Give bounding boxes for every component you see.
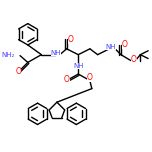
Text: NH₂: NH₂ — [2, 52, 15, 58]
Text: NH: NH — [51, 50, 61, 56]
Text: NH: NH — [73, 63, 83, 69]
Text: O: O — [67, 35, 73, 44]
Text: O: O — [131, 55, 136, 64]
Text: NH: NH — [105, 44, 116, 50]
Text: O: O — [15, 67, 21, 76]
Text: O: O — [64, 75, 70, 84]
Text: O: O — [87, 73, 93, 82]
Text: O: O — [122, 40, 128, 49]
